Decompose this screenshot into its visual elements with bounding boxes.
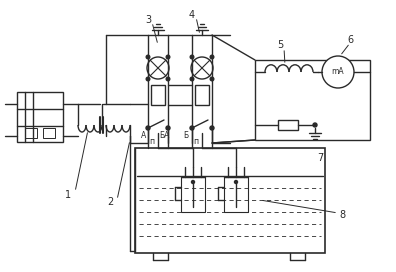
Circle shape: [210, 55, 214, 59]
Circle shape: [166, 126, 170, 130]
Bar: [25, 128, 37, 138]
Circle shape: [190, 126, 194, 130]
Bar: [43, 128, 55, 138]
Circle shape: [322, 56, 354, 88]
Circle shape: [146, 55, 150, 59]
Circle shape: [234, 181, 238, 184]
Circle shape: [313, 123, 317, 127]
Text: БА: БА: [159, 131, 169, 141]
Text: п: п: [193, 138, 198, 147]
Bar: [224, 177, 248, 212]
Circle shape: [146, 77, 150, 81]
Circle shape: [192, 181, 194, 184]
Circle shape: [190, 77, 194, 81]
Circle shape: [147, 57, 169, 79]
Text: 1: 1: [65, 190, 71, 200]
Circle shape: [190, 55, 194, 59]
Bar: [151, 85, 165, 105]
Bar: [135, 148, 325, 253]
Text: 3: 3: [145, 15, 151, 25]
Circle shape: [210, 77, 214, 81]
Circle shape: [146, 126, 150, 130]
Circle shape: [210, 126, 214, 130]
Text: 4: 4: [189, 10, 195, 20]
Bar: [255, 60, 370, 140]
Circle shape: [191, 57, 213, 79]
Text: mA: mA: [332, 67, 344, 76]
Text: 6: 6: [347, 35, 353, 45]
Bar: [195, 85, 209, 105]
Text: Б: Б: [183, 131, 188, 141]
Text: 2: 2: [107, 197, 113, 207]
Circle shape: [166, 55, 170, 59]
Text: п: п: [149, 138, 154, 147]
Text: 7: 7: [317, 153, 323, 163]
Circle shape: [166, 77, 170, 81]
Bar: [181, 177, 205, 212]
Bar: [17, 92, 63, 142]
Text: 8: 8: [339, 210, 345, 220]
Text: А: А: [141, 131, 147, 141]
Text: 5: 5: [277, 40, 283, 50]
Bar: [278, 120, 298, 130]
